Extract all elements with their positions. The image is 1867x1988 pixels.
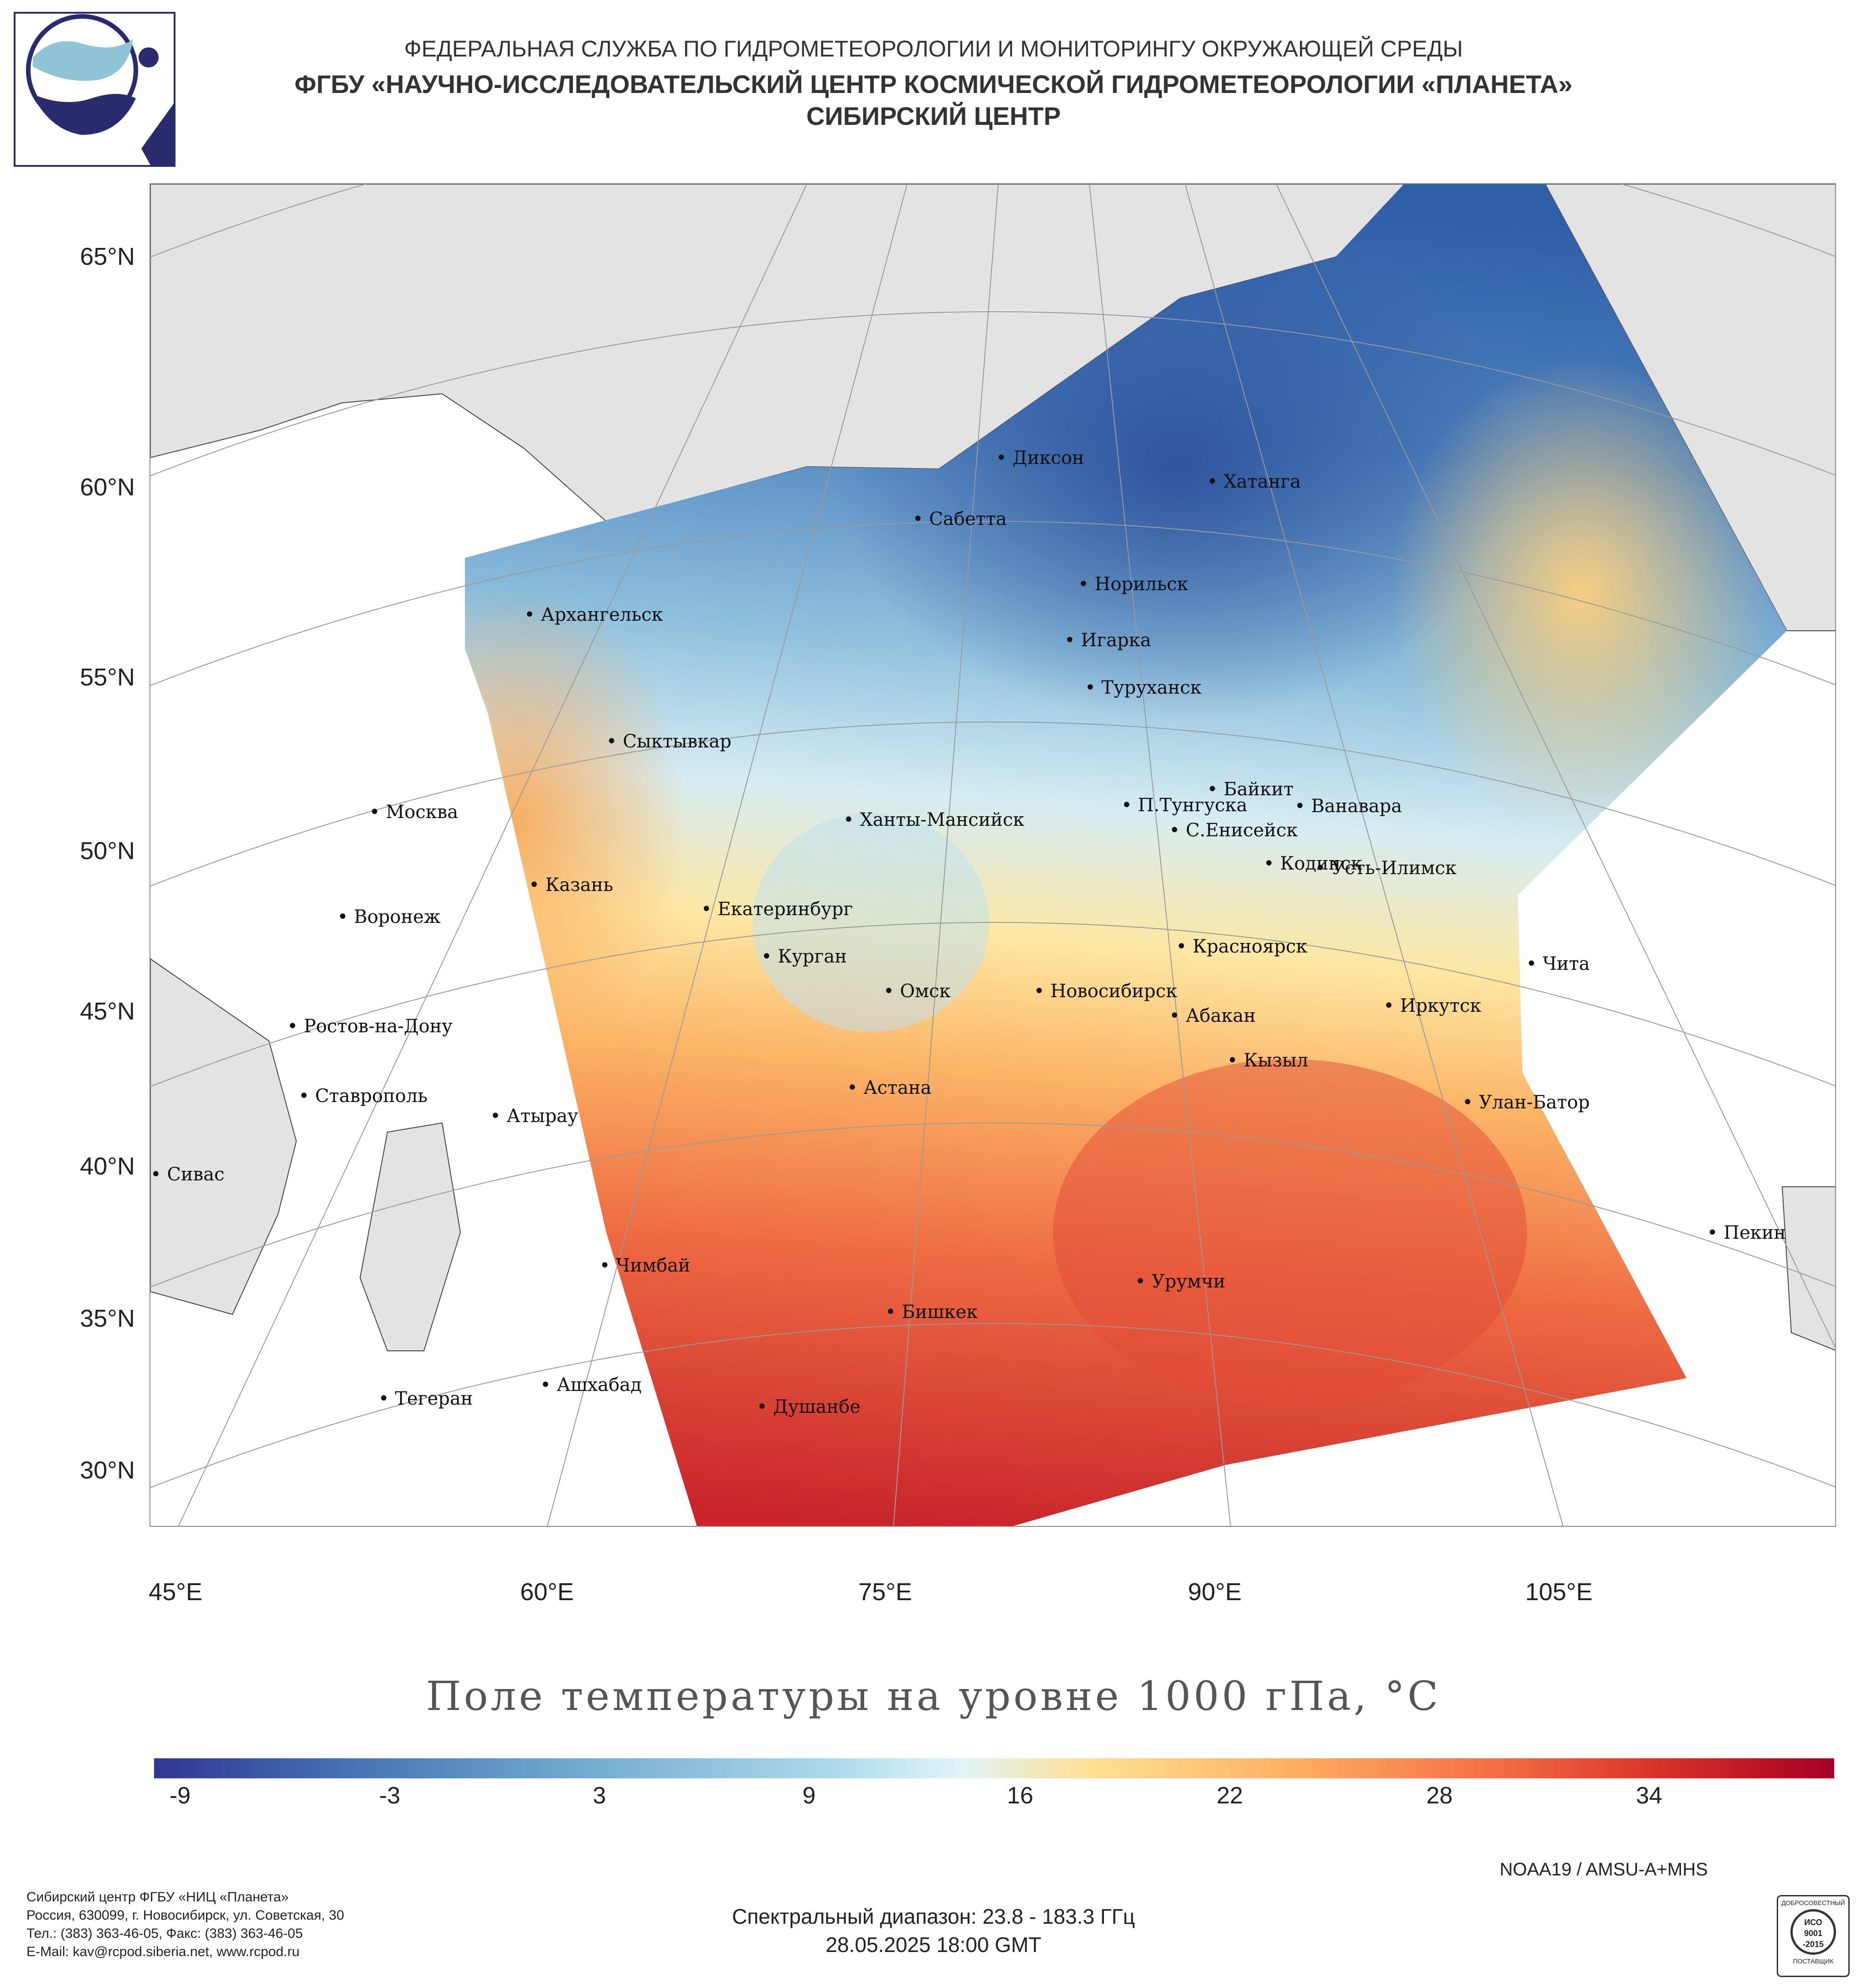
city-irkutsk: • Иркутск [1383, 995, 1481, 1016]
header-center: ФГБУ «НАУЧНО-ИССЛЕДОВАТЕЛЬСКИЙ ЦЕНТР КОС… [294, 70, 1573, 98]
colorbar-tick: 28 [1426, 1782, 1453, 1809]
city-s-yeniseysk: • С.Енисейск [1169, 820, 1298, 841]
spectral-range: Спектральный диапазон: 23.8 - 183.3 ГГц [732, 1905, 1135, 1928]
lat-label: 35°N [80, 1305, 135, 1332]
city-kazan: • Казань [529, 875, 614, 896]
colorbar-tick: 9 [802, 1782, 816, 1809]
address-email: E-Mail: kav@rcpod.siberia.net, www.rcpod… [26, 1944, 300, 1959]
city-atyrau: • Атырау [490, 1106, 578, 1127]
city-kodinsk: • Кодинск [1264, 853, 1362, 874]
city-ulaanbaatar: • Улан-Батор [1462, 1092, 1590, 1113]
lat-label: 55°N [80, 664, 135, 691]
city-novosibirsk: • Новосибирск [1034, 981, 1177, 1002]
city-dikson: • Диксон [996, 448, 1084, 469]
lat-label: 40°N [80, 1153, 135, 1180]
lat-label: 65°N [80, 243, 135, 270]
header-agency: ФЕДЕРАЛЬНАЯ СЛУЖБА ПО ГИДРОМЕТЕОРОЛОГИИ … [404, 36, 1463, 62]
lon-label: 90°E [1188, 1578, 1242, 1606]
city-yekaterinburg: • Екатеринбург [701, 899, 853, 920]
colorbar-tick: -3 [379, 1782, 401, 1809]
city-khatanga: • Хатанга [1207, 471, 1301, 492]
city-urumqi: • Урумчи [1135, 1271, 1226, 1292]
lon-label: 105°E [1525, 1578, 1593, 1606]
lat-label: 30°N [80, 1457, 135, 1484]
lat-label: 45°N [80, 998, 135, 1025]
lat-label: 50°N [80, 837, 135, 865]
city-rostov-na-donu: • Ростов-на-Дону [287, 1016, 453, 1037]
lon-label: 60°E [520, 1578, 574, 1606]
colorbar [154, 1758, 1834, 1778]
colorbar-tick: 3 [593, 1782, 606, 1809]
graticule [150, 184, 1835, 1526]
address-line: Сибирский центр ФГБУ «НИЦ «Планета» [26, 1890, 289, 1905]
city-abakan: • Абакан [1169, 1005, 1256, 1026]
city-chita: • Чита [1526, 953, 1590, 974]
colorbar-tick: 16 [1007, 1782, 1033, 1809]
city-norilsk: • Норильск [1078, 574, 1189, 595]
city-astana: • Астана [847, 1077, 932, 1098]
city-krasnoyarsk: • Красноярск [1176, 936, 1308, 957]
city-omsk: • Омск [883, 981, 951, 1002]
city-p-tunguska: • П.Тунгуска [1121, 795, 1248, 816]
city-syktyvkar: • Сыктывкар [606, 731, 732, 752]
city-stavropol: • Ставрополь [299, 1086, 428, 1107]
map-panel: • Диксон • Хатанга • Сабетта • Норильск … [150, 183, 1836, 1527]
city-vanavara: • Ванавара [1295, 796, 1402, 817]
observation-datetime: 28.05.2025 18:00 GMT [825, 1933, 1042, 1957]
city-moscow: • Москва [369, 802, 459, 823]
city-khanty-mansiysk: • Ханты-Мансийск [843, 809, 1025, 830]
city-ust-ilimsk: • Усть-Илимск [1315, 858, 1457, 879]
city-kyzyl: • Кызыл [1227, 1050, 1309, 1071]
city-bishkek: • Бишкек [885, 1302, 978, 1323]
lon-label: 45°E [149, 1578, 202, 1606]
city-tehran: • Тегеран [378, 1388, 473, 1409]
colorbar-tick: 22 [1217, 1782, 1243, 1809]
city-igarka: • Игарка [1064, 630, 1151, 651]
address-line: Россия, 630099, г. Новосибирск, ул. Сове… [26, 1908, 344, 1923]
lat-label: 60°N [80, 474, 135, 501]
satellite-label: NOAA19 / AMSU-A+MHS [1500, 1859, 1708, 1880]
city-sabetta: • Сабетта [913, 509, 1007, 530]
city-dushanbe: • Душанбе [757, 1396, 861, 1417]
address-phone: Тел.: (383) 363-46-05, Факс: (383) 363-4… [26, 1926, 303, 1941]
map-title: Поле температуры на уровне 1000 гПа, °С [426, 1673, 1441, 1720]
city-turukhansk: • Туруханск [1085, 677, 1202, 698]
iso-badge: ДОБРОСОВЕСТНЫЙ ИСО 9001 -2015 ПОСТАВЩИК [1777, 1895, 1850, 1977]
land-masses [150, 184, 1835, 1351]
city-baykit: • Байкит [1207, 779, 1294, 800]
city-voronezh: • Воронеж [337, 906, 441, 927]
city-beijing: • Пекин [1707, 1222, 1786, 1243]
colorbar-tick: 34 [1636, 1782, 1662, 1809]
city-kurgan: • Курган [761, 946, 847, 967]
city-ashgabat: • Ашхабад [540, 1375, 642, 1396]
city-sivas: • Сивас [150, 1164, 225, 1185]
header-branch: СИБИРСКИЙ ЦЕНТР [806, 102, 1061, 130]
city-arkhangelsk: • Архангельск [524, 604, 663, 625]
colorbar-tick: -9 [169, 1782, 191, 1809]
lon-label: 75°E [858, 1578, 912, 1606]
planeta-logo [14, 12, 175, 167]
city-chimbay: • Чимбай [599, 1255, 691, 1276]
